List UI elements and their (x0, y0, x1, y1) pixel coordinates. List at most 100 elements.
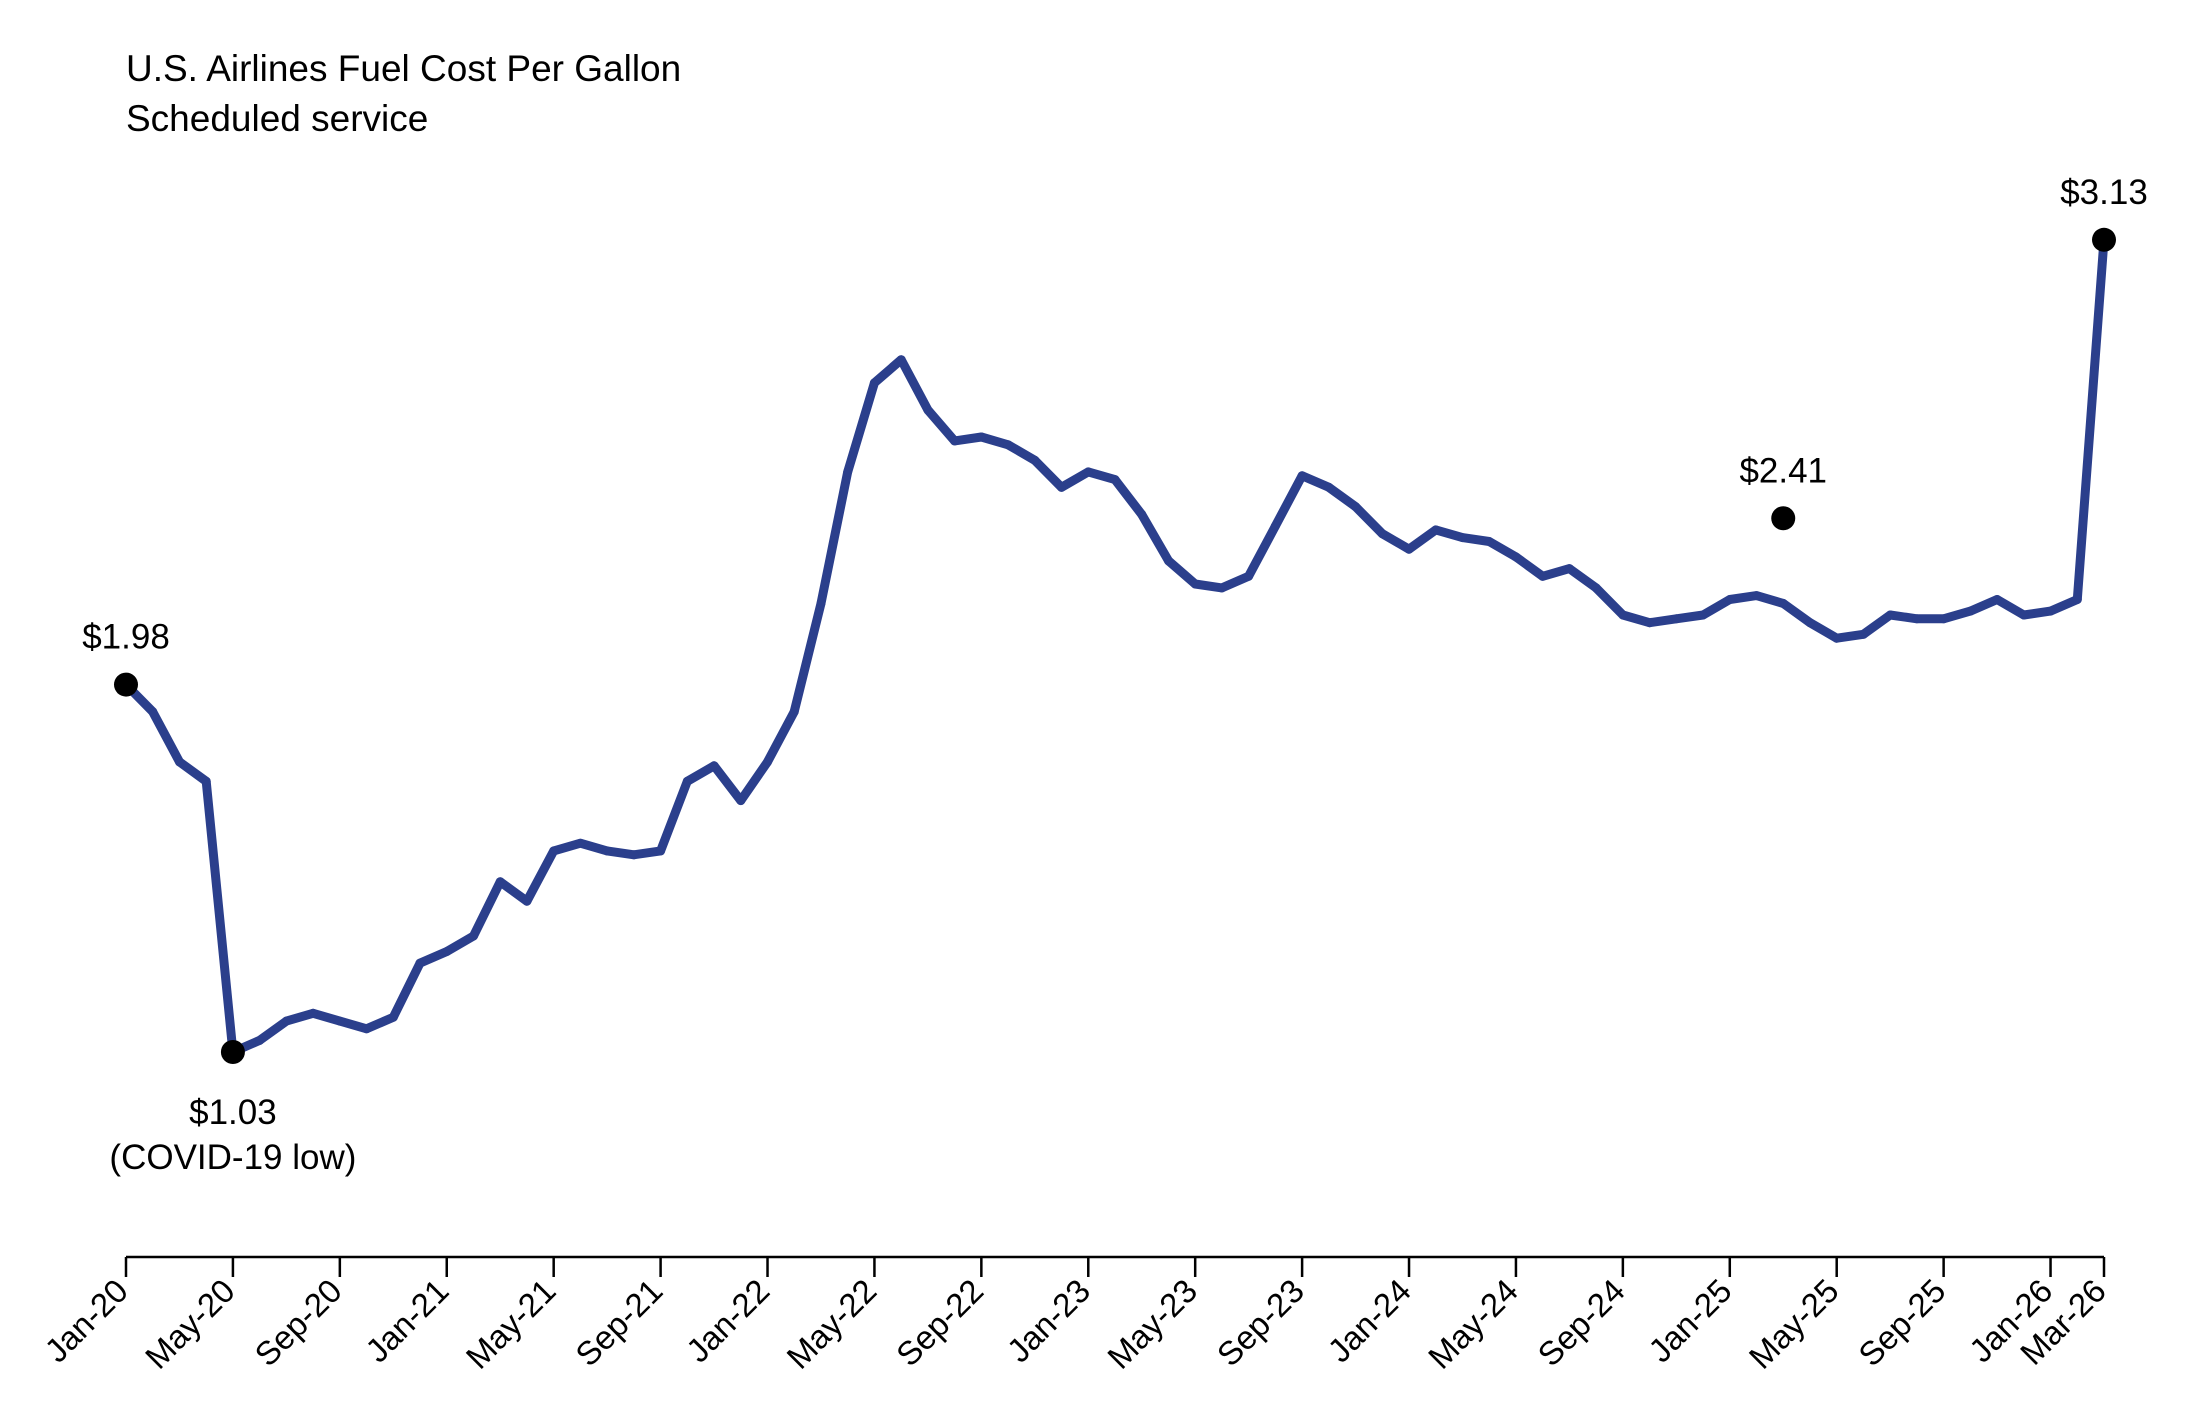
data-point-Feb-21 (469, 931, 478, 941)
data-point-Jul-25 (1885, 610, 1895, 620)
annotation-label: $1.98 (82, 618, 170, 657)
data-point-Jan-25 (1725, 595, 1735, 604)
data-point-Sep-20 (335, 1016, 345, 1026)
data-point-Dec-21 (736, 796, 746, 806)
data-point-Jul-24 (1564, 564, 1574, 574)
annotation-marker-May-20 (220, 1040, 245, 1065)
data-point-May-23 (1190, 579, 1200, 589)
data-point-Apr-24 (1484, 537, 1494, 546)
x-tick-label: Sep-24 (1530, 1272, 1631, 1373)
annotation-marker-Mar-26 (2092, 227, 2116, 252)
data-point-Dec-22 (1057, 482, 1066, 492)
data-point-Nov-21 (709, 761, 719, 771)
data-point-Oct-23 (1324, 482, 1334, 492)
x-axis-ticks: Jan-20 May-20 Sep-20 Jan-21 May-21 Sep-21 Jan-… (37, 1257, 2113, 1376)
x-tick-label: May-22 (779, 1272, 883, 1376)
data-point-Feb-26 (2072, 595, 2082, 604)
x-tick-label: Sep-21 (568, 1272, 669, 1373)
data-point-Jul-23 (1244, 571, 1254, 581)
data-point-Nov-20 (388, 1012, 398, 1022)
data-point-Jan-23 (1083, 467, 1093, 477)
data-point-Oct-25 (1965, 606, 1975, 616)
x-tick-label: Sep-20 (247, 1272, 348, 1373)
x-tick-label: Jan-23 (1000, 1272, 1098, 1370)
annotation-label: $3.13 (2060, 173, 2148, 212)
data-point-Aug-25 (1912, 614, 1922, 624)
data-point-Apr-22 (843, 467, 853, 477)
data-point-Nov-22 (1030, 455, 1040, 465)
chart-title-block: U.S. Airlines Fuel Cost Per Gallon Sched… (126, 44, 681, 144)
x-tick-label: Jan-21 (358, 1272, 456, 1370)
data-point-Jun-21 (575, 838, 585, 848)
x-tick-label: Jan-22 (679, 1272, 777, 1370)
chart-title: U.S. Airlines Fuel Cost Per Gallon (126, 48, 682, 89)
data-point-Sep-24 (1618, 610, 1628, 620)
data-point-Mar-21 (495, 877, 505, 887)
data-point-Sep-25 (1939, 614, 1949, 624)
data-point-Jun-20 (255, 1035, 265, 1045)
data-point-Mar-25 (1778, 598, 1788, 608)
chart-subtitle: Scheduled service (126, 98, 429, 139)
data-point-Jul-20 (281, 1016, 291, 1026)
data-point-Oct-22 (1003, 440, 1013, 450)
data-point-Dec-20 (415, 958, 425, 968)
data-point-Mar-20 (175, 757, 184, 767)
data-point-Jun-25 (1858, 629, 1868, 639)
annotation-label: $1.03 (189, 1093, 277, 1132)
data-point-May-24 (1511, 552, 1521, 562)
x-tick-label: May-20 (138, 1272, 242, 1376)
data-point-Aug-21 (629, 850, 639, 860)
data-point-Oct-21 (682, 776, 692, 786)
data-point-Jan-22 (763, 757, 772, 767)
data-point-Dec-23 (1377, 529, 1387, 539)
annotation-marker-Mar-25 (1771, 506, 1796, 531)
data-point-Feb-24 (1431, 525, 1441, 535)
data-point-Jan-21 (442, 947, 452, 956)
data-point-Dec-24 (1698, 610, 1708, 620)
annotation-label: $2.41 (1739, 451, 1827, 490)
data-point-Oct-24 (1645, 618, 1655, 628)
x-tick-label: Sep-22 (889, 1272, 990, 1373)
x-tick-label: Jan-20 (37, 1272, 135, 1370)
data-point-Dec-25 (2019, 610, 2029, 620)
data-point-May-21 (549, 846, 559, 856)
data-point-Feb-22 (789, 707, 799, 717)
data-point-Feb-23 (1110, 475, 1120, 485)
data-point-Jun-22 (896, 355, 906, 365)
data-point-Nov-23 (1351, 502, 1361, 512)
data-point-Aug-22 (950, 436, 960, 446)
x-tick-label: Jan-25 (1641, 1272, 1739, 1370)
x-tick-label: Sep-23 (1210, 1272, 1311, 1373)
data-point-May-22 (869, 378, 879, 388)
series-points (121, 235, 2109, 1057)
annotation-markers: $1.98 $1.03 (COVID-19 low) $2.41 $3.13 (82, 173, 2148, 1177)
data-point-Jun-24 (1538, 571, 1548, 581)
x-tick-label: May-25 (1742, 1272, 1846, 1376)
data-point-Jul-21 (602, 846, 612, 856)
data-point-Jan-26 (2046, 606, 2055, 616)
data-point-Oct-20 (362, 1024, 372, 1034)
data-point-Mar-23 (1137, 509, 1147, 519)
data-point-Apr-23 (1164, 556, 1173, 566)
fuel-cost-line (121, 235, 2109, 1057)
data-point-Feb-25 (1752, 591, 1761, 601)
data-point-Jul-22 (923, 405, 933, 415)
x-tick-label: Sep-25 (1851, 1272, 1952, 1373)
data-point-May-25 (1832, 633, 1842, 643)
data-point-Feb-20 (148, 707, 158, 717)
data-point-Apr-25 (1805, 618, 1815, 628)
data-point-Aug-24 (1591, 583, 1601, 593)
data-point-Sep-23 (1297, 471, 1307, 481)
annotation-sublabel: (COVID-19 low) (109, 1138, 356, 1177)
data-point-Sep-22 (976, 432, 986, 442)
data-point-Apr-21 (522, 896, 532, 906)
data-point-Jan-24 (1404, 544, 1414, 554)
data-point-Jun-23 (1217, 583, 1227, 593)
x-tick-label: May-21 (459, 1272, 563, 1376)
data-point-Sep-21 (656, 846, 666, 856)
data-point-Aug-23 (1270, 521, 1280, 531)
data-point-Mar-24 (1458, 533, 1467, 543)
x-tick-label: May-23 (1100, 1272, 1204, 1376)
annotation-marker-Jan-20 (114, 672, 138, 697)
